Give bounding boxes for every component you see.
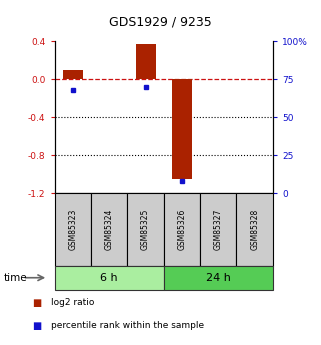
- Bar: [55, 266, 164, 290]
- Text: log2 ratio: log2 ratio: [51, 298, 95, 307]
- Bar: [63, 70, 83, 79]
- Bar: [237, 193, 273, 266]
- Text: GSM85326: GSM85326: [178, 209, 187, 250]
- Text: time: time: [3, 273, 27, 283]
- Text: percentile rank within the sample: percentile rank within the sample: [51, 321, 204, 330]
- Text: 6 h: 6 h: [100, 273, 118, 283]
- Text: GSM85323: GSM85323: [68, 209, 77, 250]
- Text: ■: ■: [32, 321, 41, 331]
- Bar: [91, 193, 127, 266]
- Bar: [127, 193, 164, 266]
- Bar: [164, 193, 200, 266]
- Text: ■: ■: [32, 298, 41, 308]
- Text: GSM85325: GSM85325: [141, 209, 150, 250]
- Text: GSM85324: GSM85324: [105, 209, 114, 250]
- Bar: [135, 44, 155, 79]
- Bar: [55, 193, 91, 266]
- Bar: [200, 193, 237, 266]
- Bar: [164, 266, 273, 290]
- Text: GDS1929 / 9235: GDS1929 / 9235: [109, 16, 212, 29]
- Text: GSM85327: GSM85327: [214, 209, 223, 250]
- Bar: [172, 79, 192, 179]
- Text: GSM85328: GSM85328: [250, 209, 259, 250]
- Text: 24 h: 24 h: [206, 273, 231, 283]
